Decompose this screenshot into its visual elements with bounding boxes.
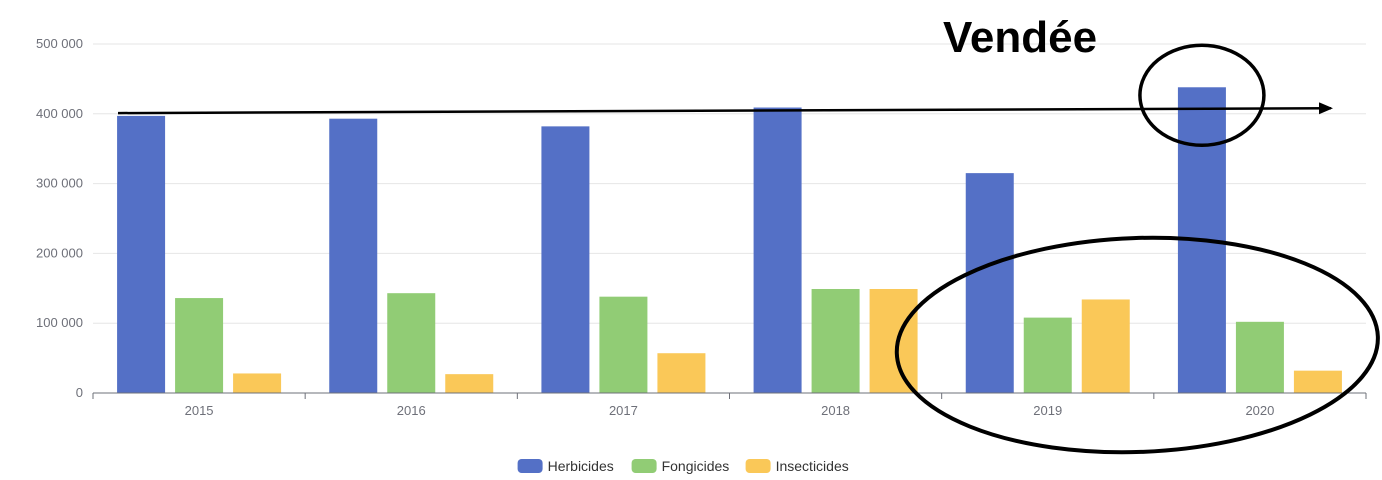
bar-herbicides-2019: [965, 173, 1014, 393]
highlight-circle: [1138, 43, 1266, 148]
trend-arrow: [117, 102, 1333, 115]
legend-label: Fongicides: [662, 458, 730, 474]
bar-fongicides-2019: [1023, 317, 1072, 393]
bar-insecticides-2020: [1293, 370, 1342, 393]
y-axis: 0 100 000 200 000 300 000 400 000 500 000: [36, 36, 83, 400]
legend: Herbicides Fongicides Insecticides: [517, 458, 849, 474]
bar-herbicides-2018: [753, 107, 802, 393]
annotations: Vendée: [117, 13, 1380, 455]
gridlines: [93, 43, 1366, 324]
bar-insecticides-2015: [233, 373, 282, 393]
y-tick-label: 100 000: [36, 315, 83, 330]
legend-swatch: [631, 459, 657, 473]
bar-herbicides-2017: [541, 126, 590, 393]
bar-insecticides-2016: [445, 374, 494, 393]
legend-swatch: [745, 459, 771, 473]
chart-title: Vendée: [943, 13, 1097, 62]
highlight-ellipse: [894, 235, 1380, 455]
bar-herbicides-2015: [117, 115, 166, 394]
x-tick-label: 2017: [609, 403, 638, 418]
bar-herbicides-2016: [329, 118, 378, 393]
y-tick-label: 200 000: [36, 245, 83, 260]
bar-insecticides-2017: [657, 353, 706, 393]
bar-fongicides-2017: [599, 296, 648, 393]
bar-fongicides-2018: [811, 288, 860, 393]
bars: [117, 87, 1342, 394]
y-tick-label: 500 000: [36, 36, 83, 51]
bar-fongicides-2016: [387, 293, 436, 393]
x-tick-label: 2016: [397, 403, 426, 418]
bar-insecticides-2018: [869, 288, 918, 393]
legend-label: Insecticides: [776, 458, 849, 474]
x-tick-label: 2015: [185, 403, 214, 418]
x-tick-label: 2018: [821, 403, 850, 418]
bar-fongicides-2015: [175, 298, 224, 393]
x-tick-label: 2020: [1245, 403, 1274, 418]
x-tick-label: 2019: [1033, 403, 1062, 418]
x-axis: 2015 2016 2017 2018 2019 2020: [92, 392, 1367, 418]
y-tick-label: 300 000: [36, 176, 83, 191]
bar-fongicides-2020: [1235, 321, 1284, 393]
y-tick-label: 0: [76, 385, 83, 400]
legend-swatch: [517, 459, 543, 473]
y-tick-label: 400 000: [36, 106, 83, 121]
legend-label: Herbicides: [548, 458, 614, 474]
bar-insecticides-2019: [1081, 299, 1130, 393]
